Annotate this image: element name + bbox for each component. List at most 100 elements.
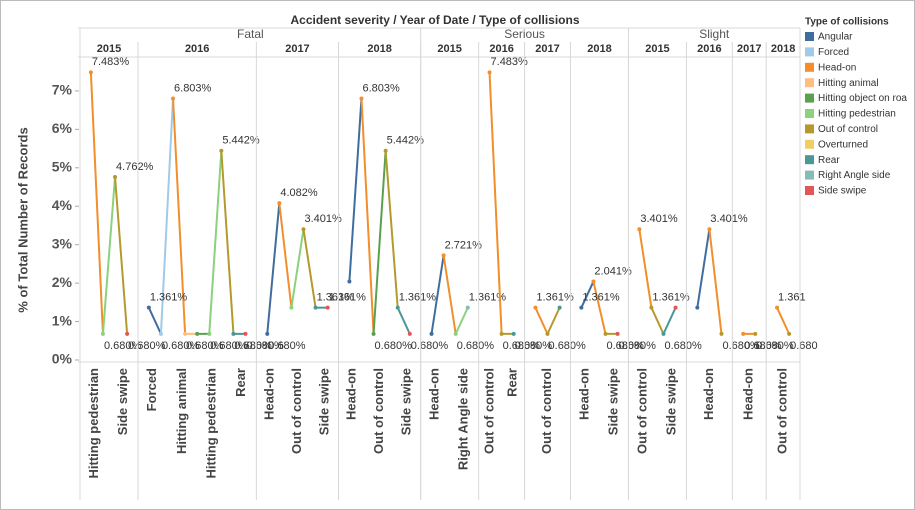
point <box>359 96 364 101</box>
legend-title: Type of collisions <box>805 17 889 28</box>
point <box>579 305 584 310</box>
line-segment <box>662 307 677 335</box>
legend-swatch <box>805 78 814 88</box>
y-tick-label: 0% <box>52 351 73 367</box>
line-segment <box>442 255 457 335</box>
legend-swatch <box>805 155 814 165</box>
year-header: 2017 <box>535 43 559 55</box>
y-tick-label: 4% <box>52 197 73 213</box>
group-header: Serious <box>504 27 545 41</box>
line-segment <box>220 150 235 334</box>
value-label: 5.442% <box>222 135 260 147</box>
point <box>615 331 620 336</box>
value-label: 4.762% <box>116 161 154 173</box>
group-header: Fatal <box>237 27 264 41</box>
y-tick-label: 3% <box>52 235 73 251</box>
point <box>787 331 792 336</box>
y-tick-label: 5% <box>52 158 73 174</box>
x-tick-label: Out of control <box>371 368 386 454</box>
value-label: 1.361% <box>399 292 437 304</box>
point <box>511 331 516 336</box>
value-label: 1.361% <box>150 292 188 304</box>
line-segment <box>147 307 162 335</box>
legend-label: Forced <box>818 47 849 58</box>
value-label: 0.680% <box>515 340 553 352</box>
year-header: 2018 <box>367 43 391 55</box>
line-segment <box>266 202 281 334</box>
point <box>243 331 248 336</box>
year-header: 2016 <box>185 43 209 55</box>
point <box>753 331 758 336</box>
point <box>499 331 504 336</box>
line-segment <box>101 176 117 334</box>
value-label: 0.680% <box>411 340 449 352</box>
line-segment <box>696 229 711 308</box>
legend-label: Rear <box>818 155 840 166</box>
x-tick-label: Head-on <box>427 368 442 420</box>
x-tick-label: Head-on <box>741 368 756 420</box>
line-segment <box>372 150 387 334</box>
value-label: 1.361 <box>778 292 806 304</box>
x-tick-label: Rear <box>233 368 248 397</box>
year-header: 2016 <box>697 43 721 55</box>
x-tick-label: Rear <box>505 368 520 397</box>
x-tick-label: Head-on <box>576 368 591 420</box>
point <box>429 331 434 336</box>
year-header: 2015 <box>645 43 669 55</box>
line-segment <box>776 307 791 335</box>
point <box>301 227 306 232</box>
line-segment <box>278 202 293 308</box>
point <box>707 227 712 232</box>
value-label: 0.680% <box>664 340 702 352</box>
legend-label: Hitting object on roa <box>818 93 907 104</box>
value-label: 0.680% <box>744 340 782 352</box>
value-label: 2.721% <box>445 239 483 251</box>
y-tick-label: 1% <box>52 312 73 328</box>
x-tick-label: Out of control <box>482 368 497 454</box>
legend-label: Hitting pedestrian <box>818 109 896 120</box>
value-label: 1.361% <box>652 292 690 304</box>
legend-swatch <box>805 93 814 103</box>
x-tick-label: Side swipe <box>316 368 331 435</box>
point <box>775 305 780 310</box>
point <box>741 331 746 336</box>
point <box>100 331 105 336</box>
legend-label: Head-on <box>818 62 856 73</box>
point <box>113 174 118 179</box>
legend-label: Out of control <box>818 124 878 135</box>
point <box>407 331 412 336</box>
point <box>487 70 492 75</box>
line-segment <box>360 98 375 334</box>
value-label: 1.361% <box>536 292 574 304</box>
value-label: 0.680% <box>104 340 142 352</box>
legend-swatch <box>805 139 814 149</box>
point <box>125 331 130 336</box>
value-label: 7.483% <box>491 56 529 68</box>
x-tick-label: Side swipe <box>398 368 413 435</box>
x-tick-label: Out of control <box>539 368 554 454</box>
x-tick-label: Out of control <box>775 368 790 454</box>
point <box>88 70 93 75</box>
value-label: 0.680% <box>210 340 248 352</box>
point <box>661 331 666 336</box>
legend-label: Side swipe <box>818 186 867 197</box>
point <box>637 227 642 232</box>
year-header: 2015 <box>437 43 461 55</box>
point <box>325 305 330 310</box>
year-header: 2015 <box>97 43 121 55</box>
line-segment <box>534 307 549 335</box>
value-label: 0.680% <box>268 340 306 352</box>
y-axis-title: % of Total Number of Records <box>15 127 30 312</box>
line-segment <box>592 281 607 335</box>
point <box>158 331 163 336</box>
point <box>207 331 212 336</box>
line-segment <box>159 98 175 334</box>
value-label: 3.401% <box>710 213 748 225</box>
line-segment <box>638 229 653 308</box>
line-segment <box>114 176 129 334</box>
point <box>383 148 388 153</box>
line-segment <box>488 72 503 334</box>
x-tick-label: Forced <box>144 368 159 411</box>
point <box>673 305 678 310</box>
